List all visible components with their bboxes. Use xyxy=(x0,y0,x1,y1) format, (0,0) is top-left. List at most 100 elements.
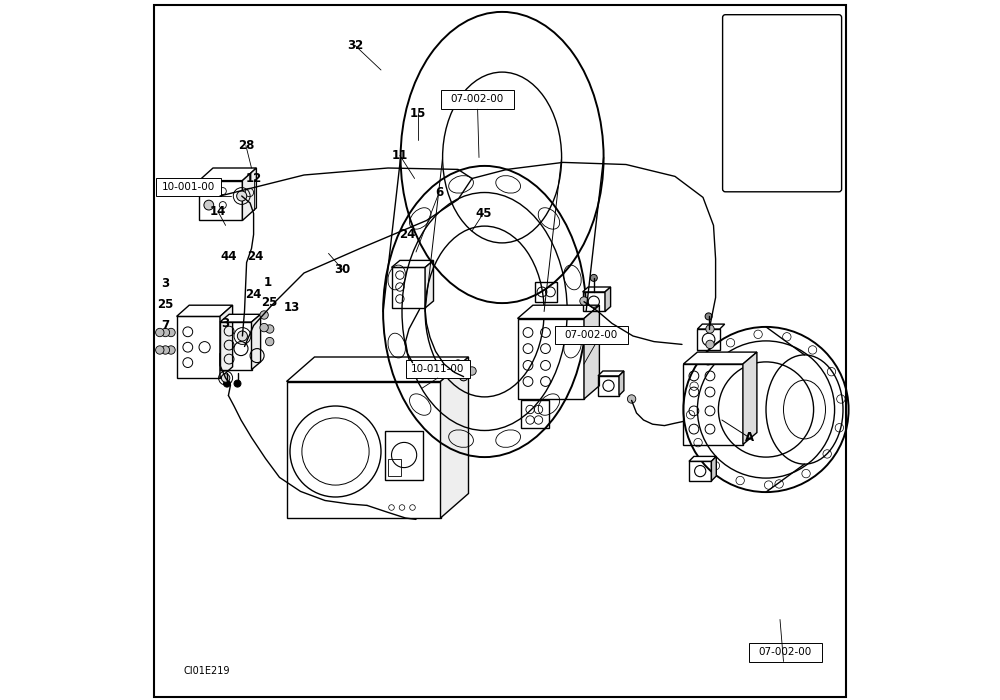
Circle shape xyxy=(161,328,170,337)
Bar xyxy=(518,318,584,399)
Polygon shape xyxy=(440,357,468,518)
Polygon shape xyxy=(242,168,256,220)
Text: 25: 25 xyxy=(261,296,277,309)
Polygon shape xyxy=(605,287,611,312)
Circle shape xyxy=(627,395,636,403)
Text: 10-001-00: 10-001-00 xyxy=(162,182,215,192)
Circle shape xyxy=(266,337,274,346)
Text: 07-002-00: 07-002-00 xyxy=(451,94,504,104)
Bar xyxy=(521,400,549,428)
Text: 13: 13 xyxy=(283,302,300,314)
Text: 6: 6 xyxy=(435,186,443,199)
Text: 1: 1 xyxy=(264,276,272,288)
Text: 12: 12 xyxy=(245,172,262,185)
Text: 07-002-00: 07-002-00 xyxy=(759,648,812,657)
Circle shape xyxy=(224,380,231,387)
Polygon shape xyxy=(619,371,624,395)
Circle shape xyxy=(706,325,714,333)
Polygon shape xyxy=(199,168,256,181)
Bar xyxy=(795,70,813,105)
Polygon shape xyxy=(598,371,624,376)
Circle shape xyxy=(260,323,268,332)
Bar xyxy=(689,461,711,481)
Circle shape xyxy=(161,346,170,354)
Text: 07-002-00: 07-002-00 xyxy=(565,330,618,340)
Polygon shape xyxy=(425,260,434,308)
Text: 14: 14 xyxy=(210,205,226,218)
Circle shape xyxy=(266,325,274,333)
Bar xyxy=(748,643,822,662)
Polygon shape xyxy=(518,305,599,318)
Bar xyxy=(683,364,743,444)
Circle shape xyxy=(167,346,175,354)
Polygon shape xyxy=(711,456,716,481)
Bar xyxy=(156,178,221,196)
Bar xyxy=(583,292,605,312)
Circle shape xyxy=(468,367,476,375)
Text: 28: 28 xyxy=(238,139,254,152)
Bar xyxy=(440,90,514,108)
Bar xyxy=(598,376,619,396)
Bar xyxy=(535,282,557,302)
Bar xyxy=(220,322,252,370)
Bar xyxy=(392,267,425,308)
Bar xyxy=(697,329,720,350)
Text: 23: 23 xyxy=(762,148,777,158)
Bar xyxy=(287,382,440,518)
Circle shape xyxy=(167,328,175,337)
Circle shape xyxy=(204,186,214,196)
Text: CI01E219: CI01E219 xyxy=(184,666,230,675)
Text: 15: 15 xyxy=(410,107,426,120)
Text: 45: 45 xyxy=(475,207,491,220)
Circle shape xyxy=(260,311,268,319)
Circle shape xyxy=(459,372,468,381)
Bar xyxy=(753,74,760,105)
Bar xyxy=(555,326,628,344)
Bar xyxy=(388,458,401,476)
Text: 44: 44 xyxy=(220,251,237,263)
Text: A: A xyxy=(737,27,746,39)
Text: 7: 7 xyxy=(161,319,169,332)
Text: A: A xyxy=(745,431,754,444)
Circle shape xyxy=(221,374,230,382)
Polygon shape xyxy=(220,314,261,322)
Circle shape xyxy=(705,313,712,320)
Text: 30: 30 xyxy=(334,263,351,276)
Circle shape xyxy=(237,191,247,201)
Text: 32: 32 xyxy=(347,39,363,52)
Circle shape xyxy=(763,95,768,101)
Polygon shape xyxy=(689,456,716,461)
Polygon shape xyxy=(583,287,611,292)
Text: 3: 3 xyxy=(161,277,169,290)
Polygon shape xyxy=(743,352,757,444)
Text: 24: 24 xyxy=(247,251,263,263)
Bar xyxy=(199,181,242,220)
Text: 25: 25 xyxy=(157,298,174,311)
Polygon shape xyxy=(584,305,599,399)
Bar xyxy=(384,430,423,480)
Circle shape xyxy=(763,81,768,87)
Circle shape xyxy=(156,328,164,337)
Bar xyxy=(757,70,776,108)
Circle shape xyxy=(706,340,714,349)
Text: 21: 21 xyxy=(737,83,751,92)
FancyBboxPatch shape xyxy=(723,15,842,192)
Text: 46: 46 xyxy=(820,34,834,43)
Text: 3: 3 xyxy=(222,317,230,330)
Text: 10-011-00: 10-011-00 xyxy=(411,364,464,374)
Text: 24: 24 xyxy=(399,228,416,241)
Polygon shape xyxy=(177,305,233,316)
Circle shape xyxy=(459,372,468,381)
Circle shape xyxy=(763,71,768,76)
Polygon shape xyxy=(392,260,434,267)
Bar xyxy=(406,360,470,378)
Circle shape xyxy=(156,346,164,354)
Polygon shape xyxy=(287,357,468,382)
Circle shape xyxy=(580,297,588,305)
Polygon shape xyxy=(252,314,261,370)
Polygon shape xyxy=(683,352,757,364)
Circle shape xyxy=(450,367,459,375)
Text: 11: 11 xyxy=(392,149,408,162)
Circle shape xyxy=(234,380,241,387)
Circle shape xyxy=(204,200,214,210)
